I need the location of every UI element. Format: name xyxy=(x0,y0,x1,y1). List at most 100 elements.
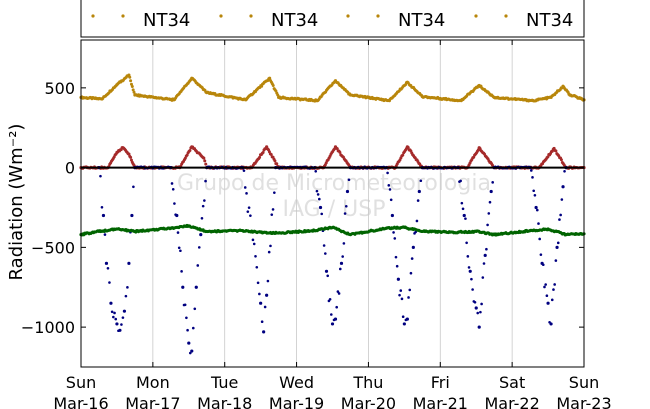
data-point xyxy=(103,233,107,236)
data-point xyxy=(271,83,275,87)
legend-marker xyxy=(91,14,95,18)
data-point xyxy=(261,150,265,154)
x-tick-label-date: Mar-17 xyxy=(125,394,180,409)
y-tick-label: 0 xyxy=(65,159,75,178)
data-point xyxy=(464,217,467,220)
data-point xyxy=(419,93,423,97)
data-point xyxy=(338,150,342,154)
data-point xyxy=(132,185,135,189)
data-point xyxy=(462,213,466,218)
data-point xyxy=(108,281,111,284)
x-tick-label-day: Wed xyxy=(279,373,314,392)
data-point xyxy=(468,269,472,273)
x-tick-label-day: Tue xyxy=(210,373,238,392)
data-point xyxy=(486,223,489,227)
data-point xyxy=(545,294,549,298)
data-point xyxy=(460,201,464,205)
x-tick-label-date: Mar-21 xyxy=(413,394,468,409)
data-point xyxy=(479,310,482,314)
data-point xyxy=(548,320,551,324)
data-point xyxy=(550,298,554,302)
data-point xyxy=(121,316,125,319)
data-point xyxy=(471,288,474,291)
data-point xyxy=(204,162,208,166)
data-point xyxy=(99,174,102,178)
data-point xyxy=(476,311,480,315)
legend-label: NT34 xyxy=(526,10,573,31)
data-point xyxy=(101,213,106,218)
ticks: Sun Mar-16 Mon Mar-17 Tue Mar-18 Wed Mar-19 Thu M… xyxy=(21,40,612,409)
data-point xyxy=(173,202,176,205)
data-point xyxy=(330,322,335,326)
data-point xyxy=(191,326,195,330)
data-point xyxy=(482,262,486,265)
x-tick-label-day: Sun xyxy=(66,373,96,392)
data-point xyxy=(539,253,543,256)
data-point xyxy=(120,323,123,326)
x-tick-label-day: Mon xyxy=(136,373,170,392)
data-point xyxy=(180,270,183,273)
data-point xyxy=(407,296,410,299)
legend: NT34 NT34 NT34 NT34 xyxy=(80,0,585,38)
x-tick-label-day: Sun xyxy=(569,373,599,392)
data-point xyxy=(399,289,403,292)
data-point xyxy=(389,198,393,202)
data-point xyxy=(335,305,338,309)
x-tick-label-date: Mar-16 xyxy=(53,394,108,409)
data-point xyxy=(543,285,546,289)
y-tick-label: −500 xyxy=(31,238,75,257)
data-point xyxy=(416,199,420,202)
data-point xyxy=(170,182,174,185)
data-point xyxy=(566,90,570,94)
data-point xyxy=(124,294,128,298)
data-point xyxy=(341,255,344,258)
data-point xyxy=(112,315,115,319)
data-point xyxy=(271,208,275,211)
data-point xyxy=(273,191,276,194)
legend-entry: NT34 xyxy=(346,10,445,31)
data-point xyxy=(204,179,207,183)
data-point xyxy=(315,189,319,193)
data-point xyxy=(491,181,494,184)
series-layer xyxy=(79,73,586,355)
data-point xyxy=(115,322,119,326)
legend-marker xyxy=(346,14,350,18)
data-point xyxy=(128,75,132,79)
data-point xyxy=(188,148,192,152)
data-point xyxy=(345,189,350,194)
data-point xyxy=(188,351,192,355)
legend-label: NT34 xyxy=(143,10,190,31)
legend-label: NT34 xyxy=(398,10,445,31)
data-point xyxy=(534,205,538,210)
data-point xyxy=(243,186,247,189)
x-tick-label-day: Fri xyxy=(431,373,450,392)
data-point xyxy=(470,277,473,281)
data-point xyxy=(415,219,419,223)
data-point xyxy=(131,88,135,92)
data-point xyxy=(483,253,487,257)
data-point xyxy=(535,208,539,212)
data-point xyxy=(336,290,340,293)
data-point xyxy=(187,341,191,345)
data-point xyxy=(560,198,564,201)
watermark-line-2: IAG / USP xyxy=(283,197,386,222)
data-point xyxy=(194,285,198,289)
data-point xyxy=(402,322,406,326)
data-point xyxy=(337,292,341,295)
data-point xyxy=(117,329,120,333)
data-point xyxy=(386,171,389,175)
legend-label: NT34 xyxy=(271,10,318,31)
data-point xyxy=(467,266,471,269)
data-point xyxy=(404,318,408,322)
data-point xyxy=(531,176,534,179)
data-point xyxy=(267,250,271,254)
data-point xyxy=(395,264,399,268)
data-point xyxy=(318,205,323,210)
data-point xyxy=(256,281,260,285)
data-point xyxy=(390,213,394,218)
data-point xyxy=(387,184,391,187)
data-point xyxy=(201,204,205,208)
data-point xyxy=(342,242,346,245)
data-point xyxy=(411,245,415,249)
data-point xyxy=(401,315,405,319)
